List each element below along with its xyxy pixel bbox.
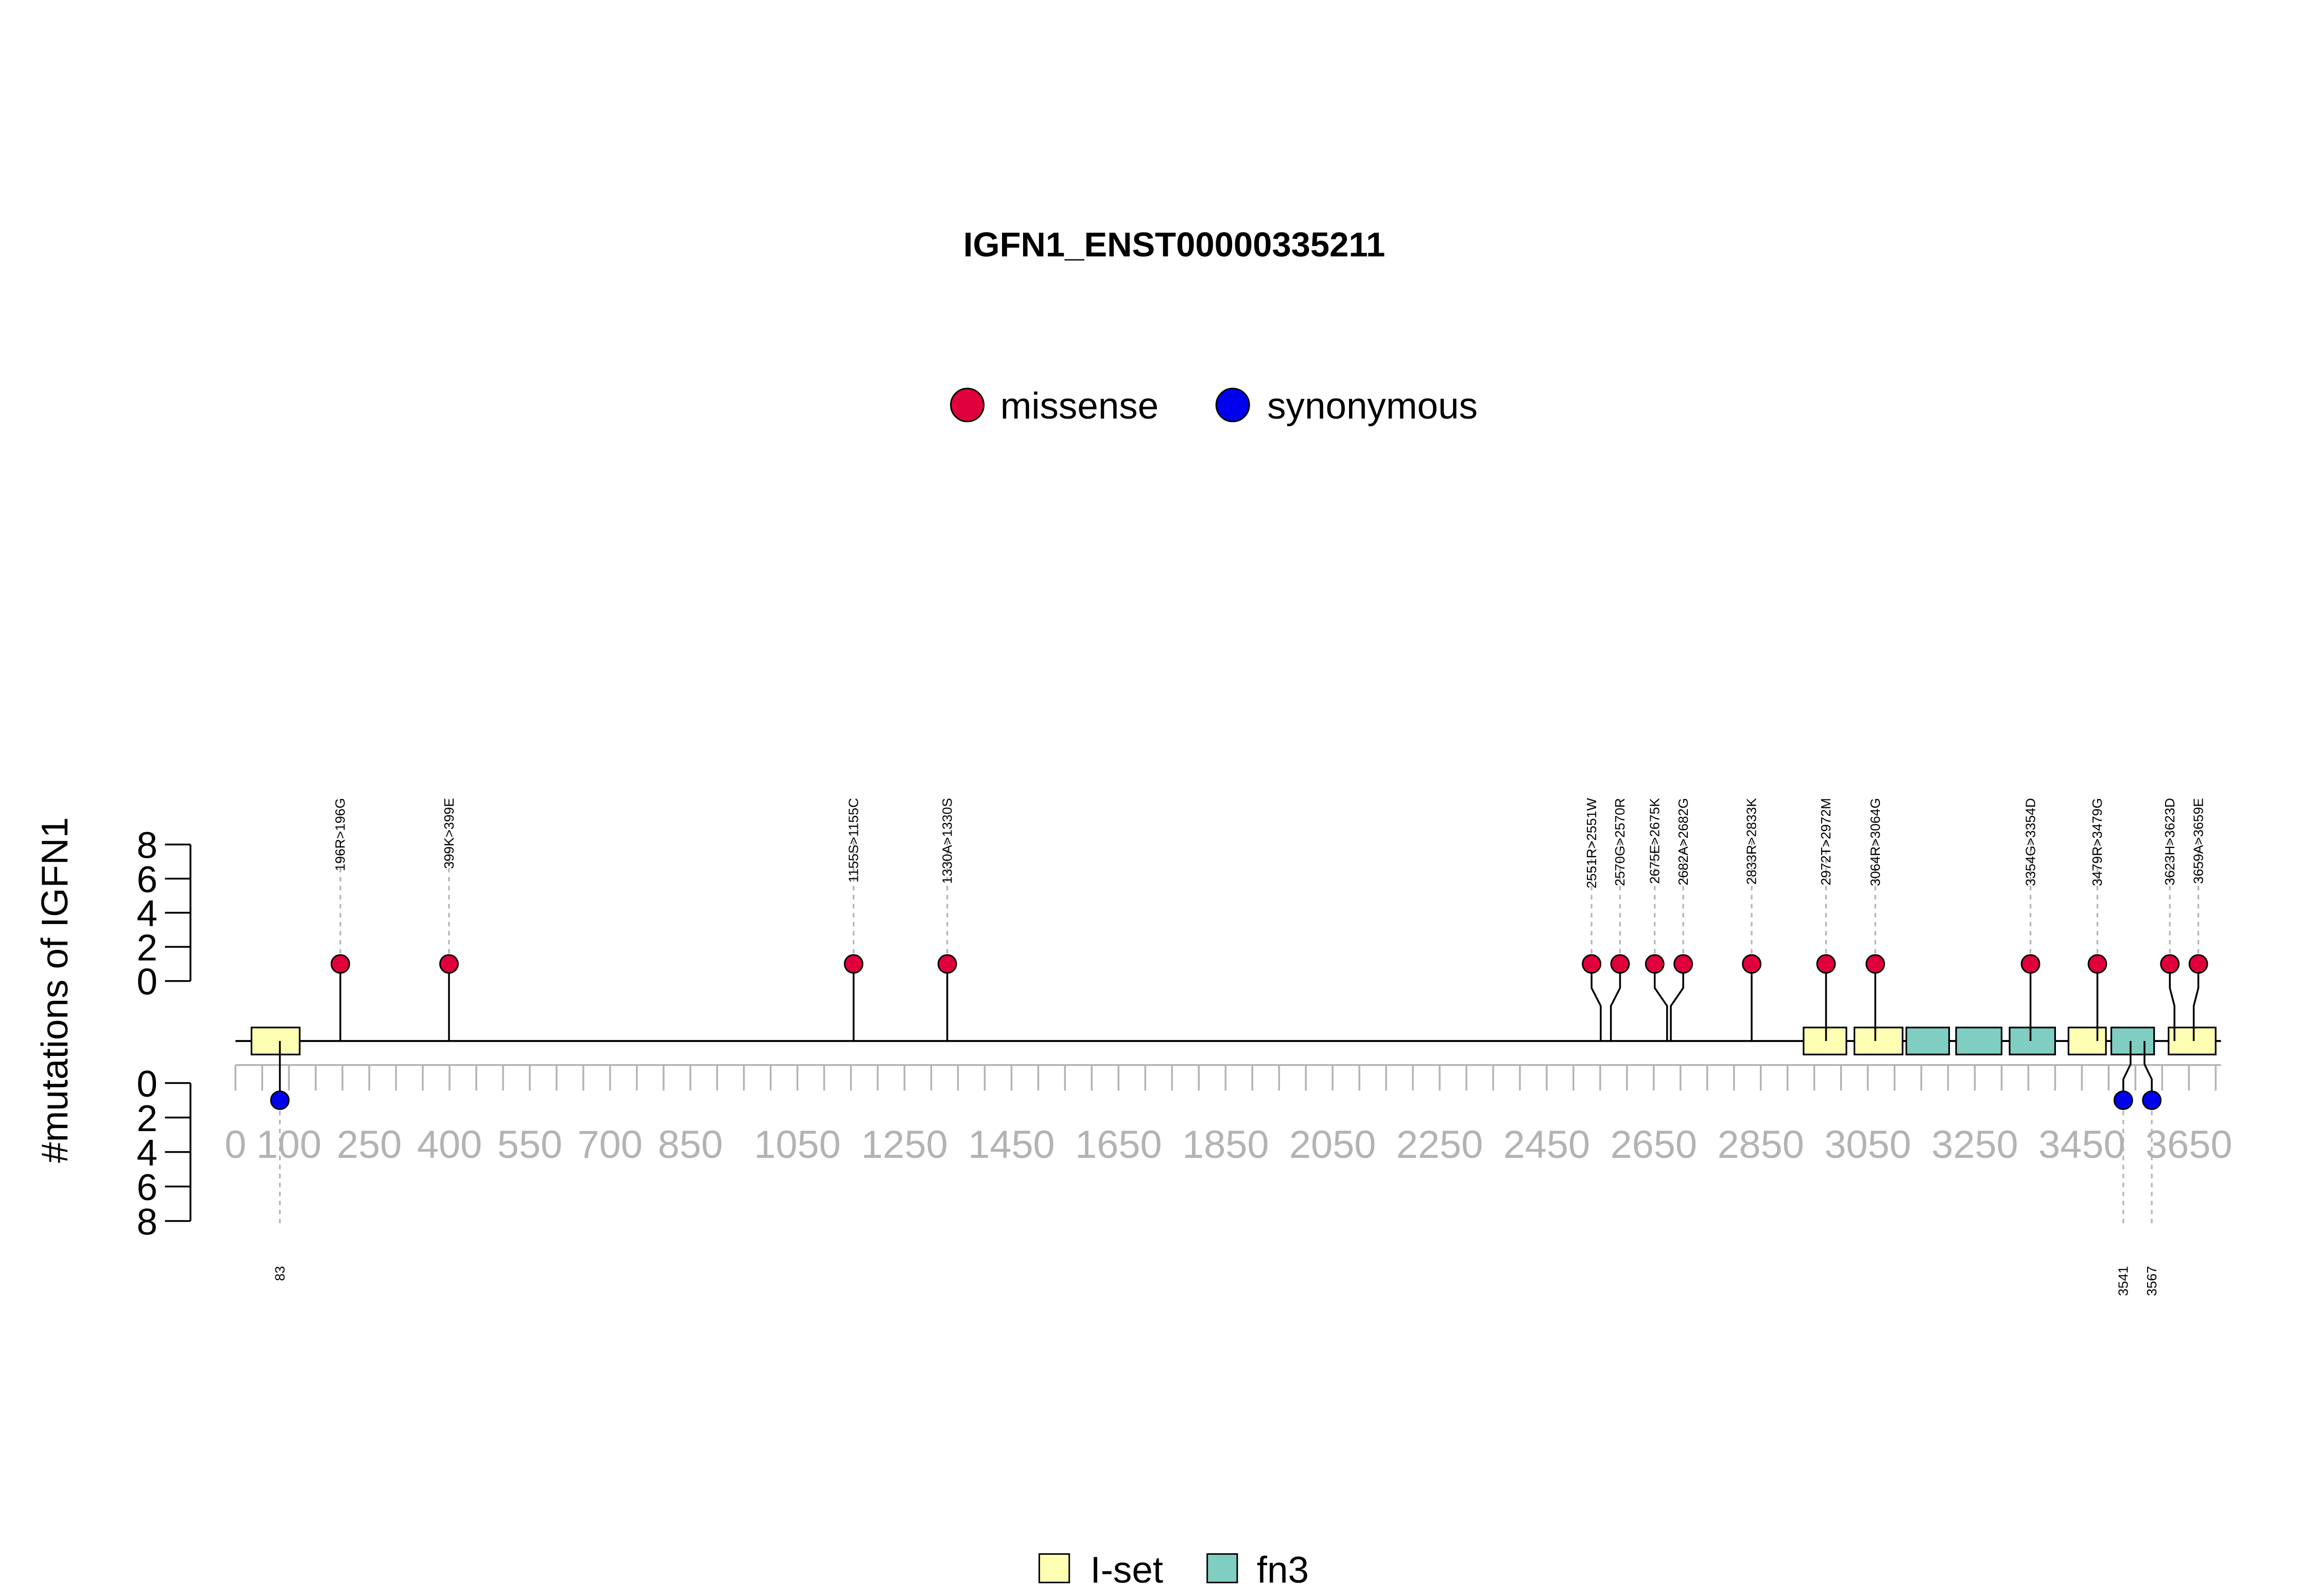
y-tick-label-lower: 2 — [136, 1098, 157, 1139]
missense-marker — [1816, 954, 1836, 974]
missense-marker — [1610, 954, 1630, 974]
missense-marker — [1673, 954, 1693, 974]
missense-label: 196R>196G — [333, 798, 348, 871]
missense-marker — [1865, 954, 1886, 974]
missense-stem — [1670, 964, 1684, 1041]
x-tick-label: 1250 — [861, 1123, 947, 1167]
missense-marker — [843, 954, 863, 974]
missense-label: 1330A>1330S — [939, 798, 955, 884]
missense-stem — [2192, 964, 2200, 1041]
synonymous-label: 83 — [272, 1266, 287, 1281]
missense-label: 3659A>3659E — [2190, 798, 2206, 884]
y-tick-label-upper: 2 — [136, 927, 157, 968]
synonymous-label: 3541 — [2116, 1266, 2131, 1296]
domain-fn3 — [2110, 1027, 2155, 1055]
x-tick-label: 850 — [658, 1123, 723, 1167]
missense-label: 2682A>2682G — [1675, 798, 1691, 886]
x-tick-label: 1650 — [1075, 1123, 1162, 1167]
x-tick-label: 3050 — [1824, 1123, 1911, 1167]
x-tick-label: 1050 — [754, 1123, 840, 1167]
y-tick-label-lower: 4 — [136, 1132, 157, 1174]
legend-label-iset: I-set — [1090, 1549, 1163, 1591]
x-tick-label: 2450 — [1503, 1123, 1590, 1167]
domain-i-set — [2067, 1027, 2107, 1055]
x-tick-label: 400 — [417, 1123, 482, 1167]
plot-area: 0 100 250 400 550 700 850 1050 1250 1450 1650 1850 2… — [136, 797, 2232, 1296]
x-tick-label: 3450 — [2038, 1123, 2125, 1167]
missense-marker — [2020, 954, 2041, 974]
missense-marker — [1742, 954, 1761, 974]
missense-stem — [1610, 964, 1621, 1041]
legend-label-fn3: fn3 — [1257, 1549, 1309, 1591]
missense-label: 2972T>2972M — [1818, 798, 1834, 886]
chart-title: IGFN1_ENST00000335211 — [963, 225, 1385, 264]
missense-stem — [2169, 964, 2175, 1041]
missense-marker — [1645, 954, 1665, 974]
y-tick-label-upper: 8 — [136, 825, 157, 866]
x-tick-label: 700 — [578, 1123, 643, 1167]
y-tick-label-lower: 6 — [136, 1167, 157, 1208]
synonymous-marker — [2113, 1090, 2133, 1111]
x-tick-label: 0 — [224, 1123, 246, 1167]
x-tick-label: 2650 — [1611, 1123, 1697, 1167]
x-tick-label: 2250 — [1396, 1123, 1483, 1167]
missense-label: 3064R>3064G — [1868, 798, 1883, 886]
synonymous-label: 3567 — [2144, 1266, 2159, 1296]
y-tick-label-lower: 0 — [136, 1063, 157, 1105]
missense-label: 399K>399E — [441, 798, 457, 869]
synonymous-stem — [2143, 1040, 2153, 1101]
x-tick-label: 100 — [256, 1123, 321, 1167]
legend-marker-missense — [950, 388, 985, 423]
x-tick-label: 2850 — [1717, 1123, 1804, 1167]
y-tick-label-upper: 0 — [136, 961, 157, 1003]
x-tick-label: 3250 — [1931, 1123, 2018, 1167]
missense-label: 2675E>2675K — [1647, 797, 1662, 883]
domain-fn3 — [2009, 1027, 2056, 1055]
y-axis-label: #mutations of IGFN1 — [34, 817, 76, 1163]
legend-label-synonymous: synonymous — [1267, 385, 1478, 427]
synonymous-marker — [2142, 1090, 2162, 1111]
domain-i-set — [1853, 1027, 1904, 1055]
domain-fn3 — [1955, 1027, 2003, 1055]
x-tick-label: 1850 — [1182, 1123, 1269, 1167]
x-tick-label: 1450 — [968, 1123, 1054, 1167]
synonymous-marker — [270, 1090, 290, 1111]
y-tick-label-upper: 6 — [136, 859, 157, 900]
y-tick-label-lower: 8 — [136, 1201, 157, 1243]
domain-i-set — [1803, 1027, 1847, 1055]
domain-fn3 — [1905, 1027, 1950, 1055]
mutation-legend: missense synonymous — [950, 385, 1478, 427]
missense-label: 2551R>2551W — [1584, 798, 1599, 889]
missense-label: 2570G>2570R — [1612, 798, 1628, 886]
missense-marker — [1582, 954, 1602, 974]
missense-label: 2833R>2833K — [1744, 797, 1759, 884]
domain-i-set — [250, 1027, 301, 1055]
missense-label: 3479R>3479G — [2089, 798, 2105, 886]
synonymous-stem — [2122, 1040, 2132, 1101]
domain-i-set — [2168, 1027, 2217, 1055]
missense-marker — [937, 954, 957, 974]
x-tick-label: 250 — [337, 1123, 402, 1167]
missense-marker — [331, 954, 350, 974]
legend-swatch-iset — [1038, 1553, 1070, 1584]
domain-legend: I-set fn3 — [1038, 1549, 1309, 1591]
x-tick-label: 3650 — [2146, 1123, 2232, 1167]
missense-label: 1155S>1155C — [846, 798, 861, 882]
legend-swatch-fn3 — [1206, 1553, 1238, 1584]
missense-marker — [2160, 954, 2180, 974]
x-tick-label: 550 — [497, 1123, 562, 1167]
missense-marker — [439, 954, 459, 974]
missense-stem — [1590, 964, 1602, 1041]
missense-label: 3354G>3354D — [2022, 798, 2038, 886]
missense-label: 3623H>3623D — [2162, 798, 2177, 886]
missense-stem — [1654, 964, 1668, 1041]
x-tick-label: 2050 — [1289, 1123, 1376, 1167]
y-tick-label-upper: 4 — [136, 893, 157, 934]
legend-label-missense: missense — [1000, 385, 1158, 427]
missense-marker — [2188, 954, 2208, 974]
missense-marker — [2087, 954, 2107, 974]
legend-marker-synonymous — [1215, 388, 1250, 423]
